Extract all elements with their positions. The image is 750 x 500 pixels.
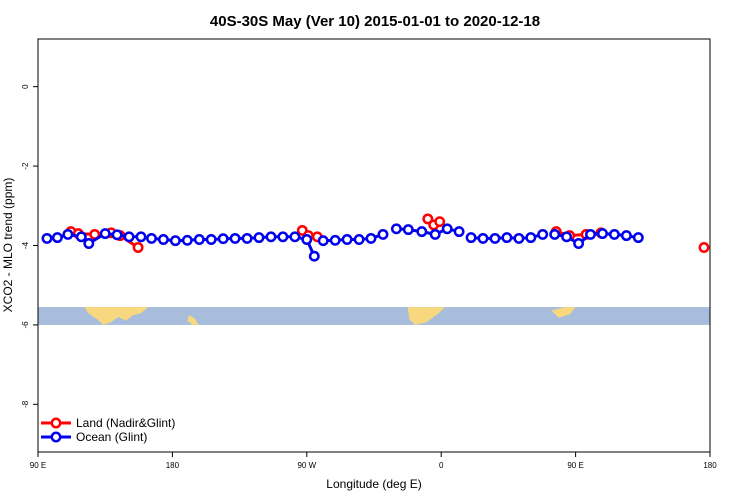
data-point [434, 216, 446, 228]
y-axis: 0 -2 -4 -6 -8 [21, 84, 38, 408]
data-point [390, 223, 402, 235]
data-point [146, 232, 157, 244]
x-tick-label: 90 E [30, 461, 46, 470]
x-tick-label: 180 [166, 461, 180, 470]
data-point [608, 228, 620, 240]
chart-title: 40S-30S May (Ver 10) 2015-01-01 to 2020-… [210, 13, 540, 30]
data-point [132, 242, 144, 253]
y-axis-label: XCO2 - MLO trend (ppm) [1, 178, 15, 313]
data-point [620, 230, 632, 242]
data-point [365, 232, 377, 244]
data-point [83, 238, 95, 249]
data-point [513, 232, 525, 244]
y-tick-label: -4 [21, 241, 30, 249]
data-point [489, 232, 501, 244]
x-tick-label: 90 E [567, 461, 583, 470]
world-map-band [38, 307, 710, 325]
data-point [416, 226, 428, 238]
data-point [111, 229, 123, 241]
data-point [465, 232, 477, 244]
legend-marker-ocean [50, 431, 62, 443]
data-point [123, 231, 135, 243]
data-point [253, 232, 265, 244]
data-point [169, 235, 181, 247]
x-tick-label: 90 W [297, 461, 316, 470]
data-point [377, 228, 389, 240]
data-point [51, 232, 63, 244]
legend: Land (Nadir&Glint) Ocean (Glint) [41, 416, 175, 444]
data-point [99, 228, 111, 240]
data-point [75, 231, 87, 243]
data-point [537, 228, 549, 240]
data-point [62, 228, 74, 240]
data-point [301, 234, 313, 245]
data-point [561, 231, 573, 243]
data-point [501, 232, 513, 244]
data-point [308, 250, 320, 262]
x-axis: 90 E 180 90 W 0 90 E 180 [30, 452, 717, 470]
data-point [193, 234, 205, 245]
x-tick-label: 180 [703, 461, 717, 470]
y-tick-label: -8 [21, 400, 30, 408]
data-point [277, 231, 289, 243]
data-point [477, 232, 489, 244]
map-ocean [38, 307, 710, 325]
x-tick-label: 0 [439, 461, 444, 470]
series-layer [41, 213, 710, 262]
data-point [157, 234, 169, 245]
data-point [453, 226, 465, 238]
data-point [573, 238, 585, 249]
data-point [429, 228, 441, 240]
data-point [317, 235, 329, 247]
data-point [585, 228, 596, 240]
data-point [241, 232, 253, 244]
x-axis-label: Longitude (deg E) [326, 477, 421, 491]
map-land-australia-2 [69, 307, 149, 325]
data-point [229, 232, 241, 244]
data-point [549, 228, 561, 240]
data-point [698, 242, 710, 253]
data-point [289, 231, 301, 243]
data-point [402, 224, 414, 236]
data-point [217, 233, 229, 245]
data-point [41, 232, 53, 244]
data-point [329, 234, 341, 246]
map-land-newzealand-2 [187, 315, 199, 325]
data-point [441, 223, 453, 235]
data-point [135, 231, 147, 243]
map-land-southamerica [407, 307, 445, 325]
y-tick-label: -2 [21, 162, 30, 170]
map-land-africa [551, 307, 576, 318]
data-point [353, 234, 365, 245]
y-tick-label: -6 [21, 321, 30, 329]
legend-label-land: Land (Nadir&Glint) [76, 416, 175, 430]
legend-marker-land [50, 417, 62, 429]
y-tick-label: 0 [21, 84, 30, 89]
series-ocean [41, 223, 644, 262]
data-point [597, 228, 608, 240]
legend-label-ocean: Ocean (Glint) [76, 430, 147, 444]
data-point [632, 232, 644, 244]
data-point [341, 234, 353, 245]
data-point [525, 232, 537, 244]
data-point [205, 234, 217, 245]
data-point [181, 234, 193, 246]
data-point [265, 231, 277, 243]
